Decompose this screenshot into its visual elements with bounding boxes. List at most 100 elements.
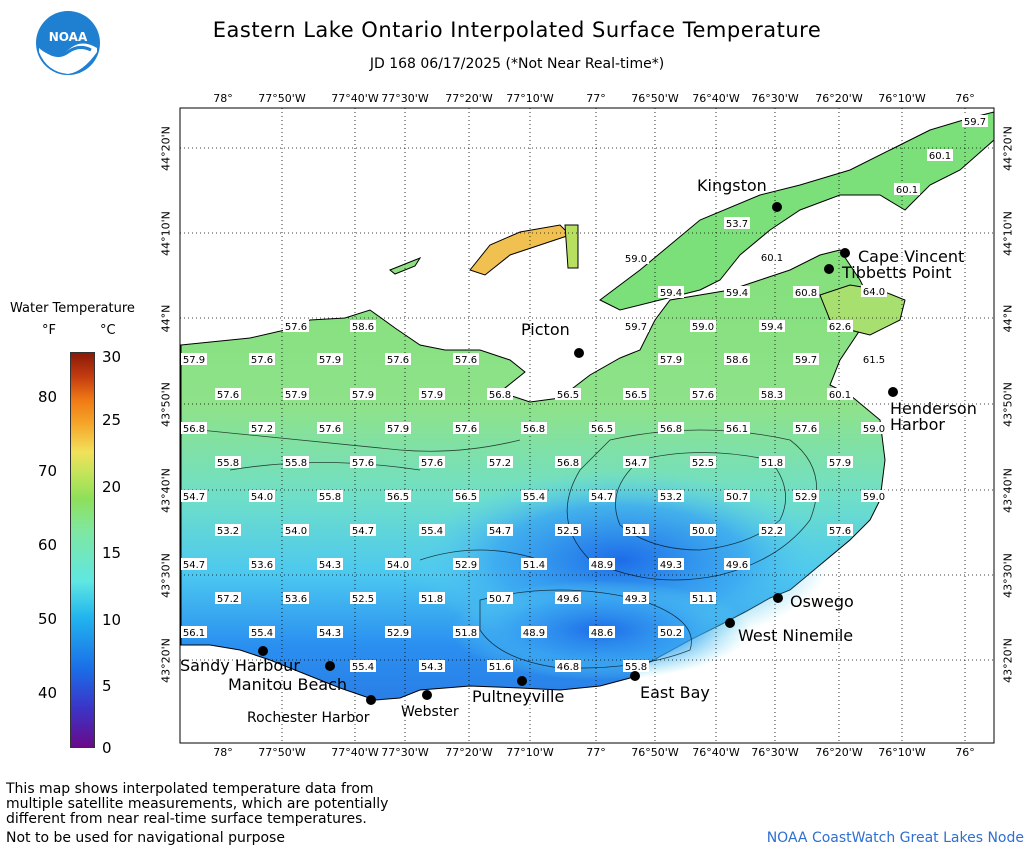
temperature-label: 54.7 bbox=[591, 492, 613, 503]
temperature-label-bg bbox=[658, 286, 684, 298]
temperature-label: 50.7 bbox=[726, 492, 748, 503]
temperature-label: 57.6 bbox=[455, 355, 477, 366]
temperature-label-bg bbox=[724, 286, 750, 298]
temperature-label: 51.8 bbox=[455, 628, 477, 639]
temperature-label-bg bbox=[487, 592, 513, 604]
temperature-label-bg bbox=[589, 422, 615, 434]
latitude-label: 44°10'N bbox=[1001, 211, 1015, 256]
city-label: Manitou Beach bbox=[228, 675, 348, 694]
temperature-label: 56.8 bbox=[489, 390, 511, 401]
temperature-label-bg bbox=[555, 660, 581, 672]
footer-line-1: This map shows interpolated temperature … bbox=[6, 781, 374, 797]
temperature-label: 51.1 bbox=[692, 594, 714, 605]
legend-tick-c: 20 bbox=[102, 478, 122, 496]
temperature-label-bg bbox=[249, 490, 275, 502]
city-marker bbox=[574, 348, 584, 358]
temperature-label: 59.7 bbox=[625, 322, 647, 333]
temperature-label: 56.8 bbox=[183, 424, 205, 435]
temperature-label-bg bbox=[317, 422, 343, 434]
temperature-label-bg bbox=[317, 558, 343, 570]
temperature-label: 56.5 bbox=[557, 390, 579, 401]
legend-tick-f: 80 bbox=[38, 388, 58, 406]
legend-tick-f: 50 bbox=[38, 610, 58, 628]
temperature-label: 57.2 bbox=[489, 458, 511, 469]
temperature-label: 57.9 bbox=[352, 390, 374, 401]
footer-disclaimer: This map shows interpolated temperature … bbox=[6, 782, 388, 827]
legend-unit-c: °C bbox=[100, 323, 116, 338]
temperature-label-bg bbox=[589, 490, 615, 502]
temperature-label: 57.9 bbox=[319, 355, 341, 366]
temperature-label: 56.5 bbox=[625, 390, 647, 401]
temperature-label-bg bbox=[181, 558, 207, 570]
temperature-label-bg bbox=[283, 320, 309, 332]
temperature-label-bg bbox=[759, 456, 785, 468]
city-label: Rochester Harbor bbox=[247, 710, 370, 726]
city-marker bbox=[258, 646, 268, 656]
temperature-label: 58.6 bbox=[726, 355, 748, 366]
temperature-label: 60.1 bbox=[761, 253, 783, 264]
temperature-label-bg bbox=[555, 524, 581, 536]
longitude-label: 76°20'W bbox=[815, 92, 863, 105]
legend-tick-c: 30 bbox=[102, 348, 122, 366]
temperature-label-bg bbox=[724, 490, 750, 502]
temperature-label-bg bbox=[658, 422, 684, 434]
temperature-label-bg bbox=[283, 524, 309, 536]
city-label: Cape Vincent bbox=[858, 247, 965, 266]
temperature-label: 58.6 bbox=[352, 322, 374, 333]
temperature-label-bg bbox=[385, 422, 411, 434]
temperature-label: 64.0 bbox=[863, 287, 885, 298]
temperature-label: 54.0 bbox=[285, 526, 307, 537]
temperature-label: 50.0 bbox=[692, 526, 714, 537]
longitude-label: 77° bbox=[586, 92, 606, 105]
temperature-label: 54.3 bbox=[319, 560, 341, 571]
temperature-label: 57.6 bbox=[421, 458, 443, 469]
temperature-label: 54.7 bbox=[625, 458, 647, 469]
temperature-label: 53.2 bbox=[660, 492, 682, 503]
temperature-label-bg bbox=[690, 388, 716, 400]
temperature-label-bg bbox=[827, 456, 853, 468]
city-label: Pultneyville bbox=[472, 687, 565, 706]
temperature-label-bg bbox=[658, 558, 684, 570]
latitude-label: 43°30'N bbox=[1001, 553, 1015, 598]
temperature-label-bg bbox=[555, 456, 581, 468]
latitude-label: 44°10'N bbox=[159, 211, 173, 256]
legend-tick-c: 25 bbox=[102, 411, 122, 429]
temperature-label: 57.9 bbox=[829, 458, 851, 469]
temperature-label: 54.7 bbox=[352, 526, 374, 537]
longitude-label: 77°10'W bbox=[506, 92, 554, 105]
temperature-label: 48.9 bbox=[523, 628, 545, 639]
temperature-label: 51.8 bbox=[761, 458, 783, 469]
temperature-label-bg bbox=[793, 286, 819, 298]
temperature-label-bg bbox=[759, 388, 785, 400]
temperature-label-bg bbox=[317, 353, 343, 365]
map-title: Eastern Lake Ontario Interpolated Surfac… bbox=[212, 18, 822, 42]
temperature-label: 55.4 bbox=[421, 526, 443, 537]
legend-tick-c: 10 bbox=[102, 611, 122, 629]
temperature-label-bg bbox=[827, 320, 853, 332]
temperature-label-bg bbox=[350, 388, 376, 400]
city-label: East Bay bbox=[640, 683, 710, 702]
longitude-label: 77°30'W bbox=[381, 92, 429, 105]
temperature-label: 54.3 bbox=[421, 662, 443, 673]
temperature-label-bg bbox=[385, 626, 411, 638]
temperature-label: 55.8 bbox=[625, 662, 647, 673]
temperature-label: 57.6 bbox=[455, 424, 477, 435]
temperature-label: 56.8 bbox=[557, 458, 579, 469]
temperature-label: 54.3 bbox=[319, 628, 341, 639]
temperature-label-bg bbox=[317, 626, 343, 638]
temperature-label-bg bbox=[623, 660, 649, 672]
temperature-label-bg bbox=[453, 490, 479, 502]
temperature-label-bg bbox=[690, 320, 716, 332]
temperature-label: 59.0 bbox=[625, 254, 647, 265]
temperature-label: 56.8 bbox=[523, 424, 545, 435]
temperature-label: 55.4 bbox=[251, 628, 273, 639]
temperature-label-bg bbox=[521, 490, 547, 502]
temperature-label: 60.1 bbox=[929, 151, 951, 162]
city-marker bbox=[824, 264, 834, 274]
temperature-label-bg bbox=[350, 660, 376, 672]
temperature-label-bg bbox=[283, 592, 309, 604]
temperature-label-bg bbox=[283, 456, 309, 468]
latitude-label: 43°20'N bbox=[159, 638, 173, 683]
temperature-label-bg bbox=[623, 456, 649, 468]
legend-tick-f: 60 bbox=[38, 536, 58, 554]
